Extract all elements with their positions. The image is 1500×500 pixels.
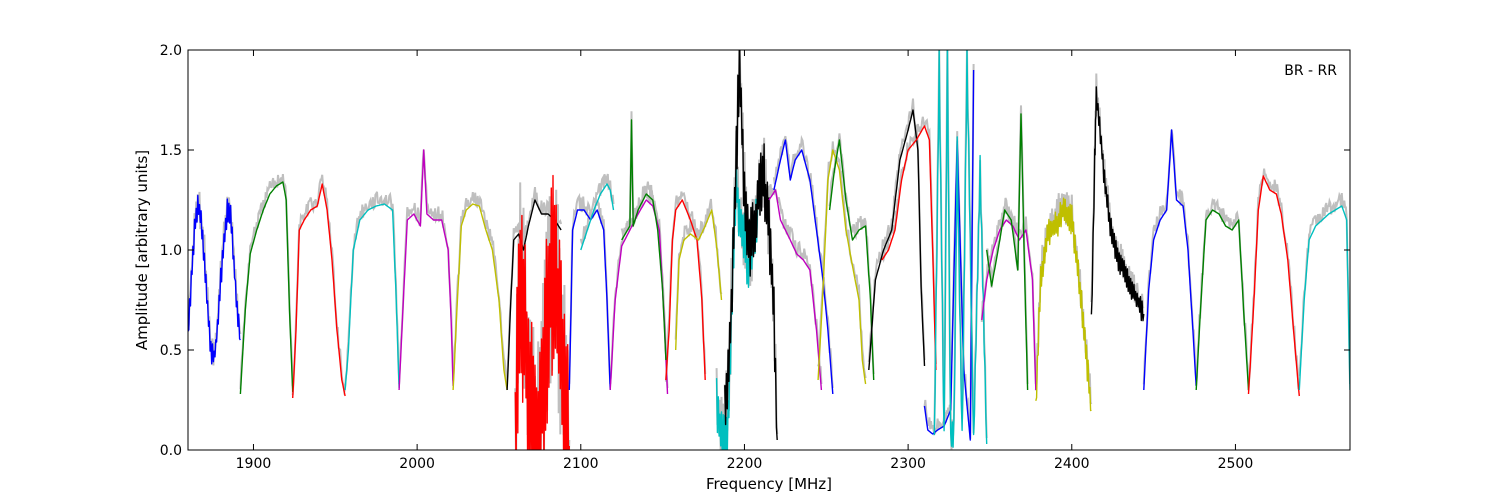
series-layer	[188, 50, 1350, 450]
series-line-18	[817, 149, 867, 385]
series-line-0	[188, 194, 241, 365]
series-line-9	[580, 183, 615, 251]
x-tick-label: 2400	[1054, 456, 1090, 472]
series-line-10	[609, 199, 669, 395]
x-tick-label: 1900	[236, 456, 272, 472]
series-line-13	[675, 209, 723, 351]
series-line-20	[868, 109, 926, 371]
series-line-25	[986, 113, 1029, 391]
series-line-5	[452, 203, 508, 391]
series-line-24	[981, 219, 1037, 391]
y-tick-label: 0.0	[160, 443, 182, 459]
x-axis-label: Frequency [MHz]	[706, 475, 832, 493]
y-axis: 0.0 0.5 1.0 1.5 2.0	[160, 43, 1350, 459]
x-tick-label: 2200	[727, 456, 763, 472]
series-line-17	[768, 189, 823, 391]
background-trace	[568, 192, 612, 385]
y-axis-label: Amplitude [arbitrary units]	[133, 150, 151, 350]
x-tick-label: 2300	[890, 456, 926, 472]
series-line-31	[1298, 205, 1350, 391]
x-tick-label: 2100	[563, 456, 599, 472]
series-line-7	[514, 174, 570, 450]
series-line-21	[881, 125, 937, 371]
y-tick-label: 1.0	[160, 243, 182, 259]
series-line-26	[1035, 197, 1092, 412]
y-tick-label: 2.0	[160, 43, 182, 59]
series-line-8	[568, 209, 611, 391]
x-tick-label: 2000	[399, 456, 435, 472]
y-tick-label: 1.5	[160, 143, 182, 159]
series-line-15	[724, 50, 778, 441]
series-line-23	[933, 50, 988, 448]
series-line-11	[621, 119, 667, 361]
series-line-1	[239, 181, 294, 395]
series-line-29	[1195, 209, 1250, 391]
background-trace	[506, 186, 563, 378]
x-tick-label: 2500	[1218, 456, 1254, 472]
annotation-label: BR - RR	[1284, 63, 1337, 79]
series-line-28	[1143, 129, 1197, 391]
series-line-2	[292, 183, 346, 399]
series-line-27	[1090, 86, 1145, 322]
series-line-30	[1247, 175, 1300, 397]
x-axis: 1900 2000 2100 2200 2300 2400 2500	[236, 50, 1254, 472]
series-line-19	[828, 139, 875, 381]
background-trace	[579, 173, 615, 245]
series-line-3	[344, 203, 400, 391]
y-tick-label: 0.5	[160, 343, 182, 359]
series-line-4	[398, 149, 454, 391]
series-line-12	[665, 199, 706, 381]
series-line-22	[923, 69, 975, 441]
